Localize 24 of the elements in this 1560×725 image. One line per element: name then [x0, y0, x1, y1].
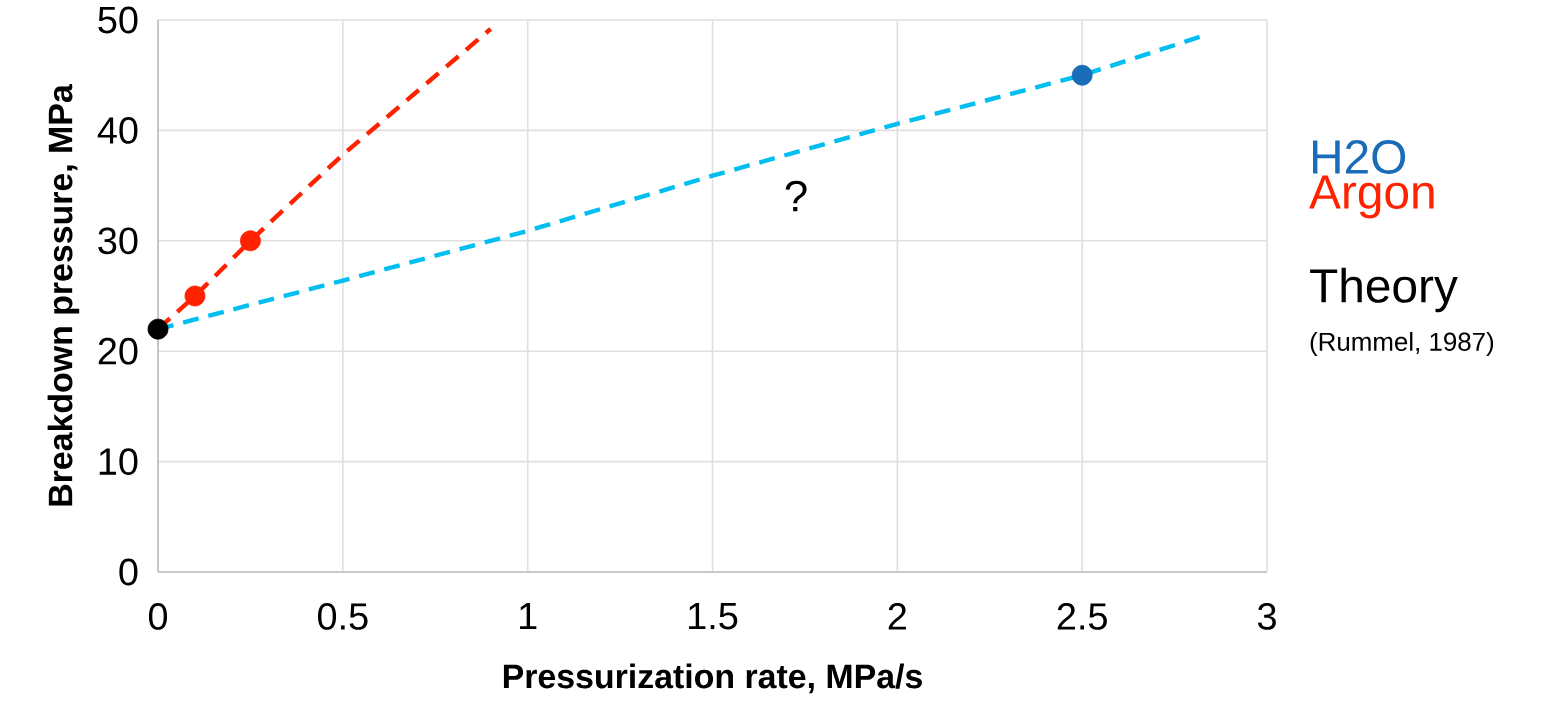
x-axis-title: Pressurization rate, MPa/s — [503, 663, 922, 694]
y-tick-label: 10 — [99, 448, 138, 476]
y-tick-label: 20 — [98, 337, 138, 365]
text: (Rummel, 1987) — [1310, 331, 1494, 357]
x-tick-label: 1 — [520, 603, 537, 630]
text: Argon — [1309, 175, 1434, 219]
point — [184, 285, 206, 307]
point — [240, 230, 261, 252]
x-tick-label: 2 — [888, 603, 906, 630]
x-tick-label: 3 — [1257, 603, 1276, 630]
y-tick-label: 50 — [98, 6, 138, 34]
text: H2O — [1312, 140, 1406, 174]
y-axis-title: Breakdown pressure, MPa — [47, 84, 80, 506]
y-tick-label: 0 — [119, 558, 138, 586]
y-tick-label: 30 — [98, 227, 138, 255]
x-tick-label: 0.5 — [317, 603, 368, 630]
y-tick-label: 40 — [97, 117, 138, 144]
point — [147, 318, 169, 340]
x-tick-label: 0 — [148, 603, 168, 630]
point — [1071, 64, 1093, 86]
annotation: ? — [785, 180, 807, 212]
text: Theory — [1310, 267, 1458, 313]
x-tick-label: 2.5 — [1057, 603, 1107, 630]
x-tick-label: 1.5 — [689, 603, 738, 630]
